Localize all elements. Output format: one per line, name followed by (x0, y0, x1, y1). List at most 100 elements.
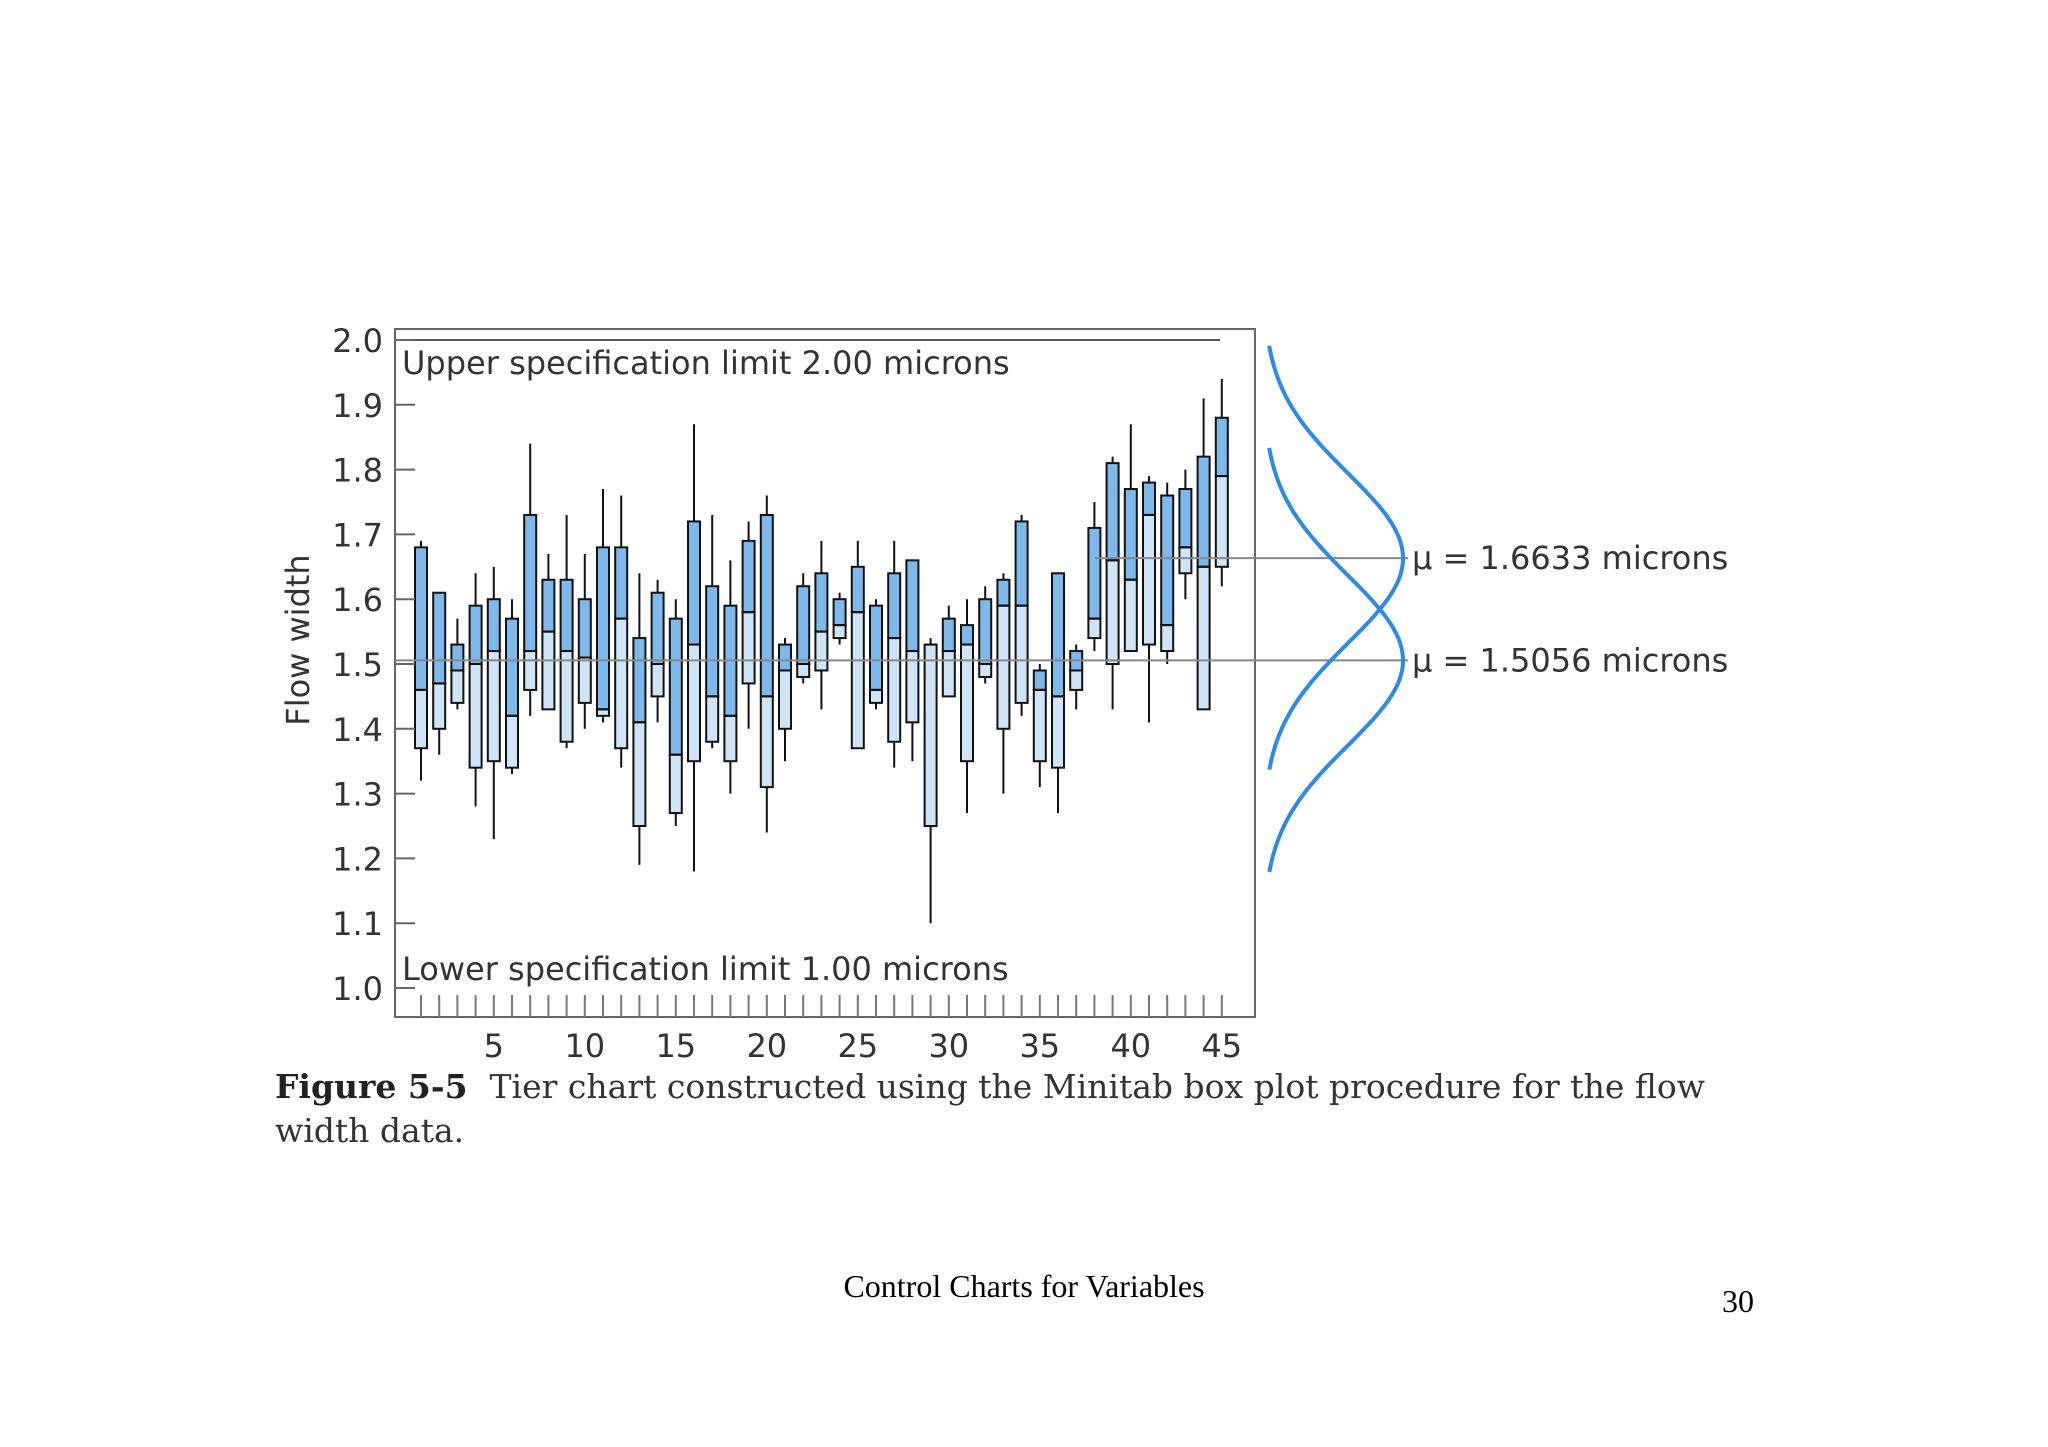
mean-lines: μ = 1.6633 microns μ = 1.5056 microns (395, 539, 1728, 679)
box-lower (741, 611, 756, 685)
box-sample-41 (1142, 476, 1156, 723)
box-lower (869, 688, 883, 704)
box-upper (1014, 520, 1029, 607)
box-lower (850, 611, 865, 750)
box-lower (505, 714, 519, 769)
box-sample-38 (1087, 502, 1102, 652)
box-lower (450, 669, 465, 704)
box-upper (468, 604, 483, 665)
box-lower (687, 643, 701, 763)
box-sample-20 (759, 495, 774, 833)
box-lower (1069, 669, 1084, 691)
box-sample-44 (1196, 398, 1211, 711)
box-sample-23 (814, 540, 829, 710)
box-sample-28 (905, 559, 920, 762)
box-sample-11 (596, 489, 610, 723)
x-tick-label: 35 (1019, 1027, 1060, 1065)
box-upper (1032, 669, 1047, 691)
box-sample-21 (778, 638, 792, 762)
y-axis: 1.0 1.1 1.2 1.3 1.4 1.5 1.6 1.7 1.8 1.9 2.0 (332, 322, 415, 1008)
distribution-curves (1267, 345, 1406, 873)
box-sample-7 (523, 443, 538, 716)
box-upper (632, 637, 647, 724)
box-upper (414, 546, 428, 691)
box-sample-31 (960, 599, 974, 814)
box-sample-10 (577, 553, 592, 729)
box-upper (668, 617, 683, 756)
x-tick-label: 45 (1201, 1027, 1242, 1065)
box-lower (1196, 565, 1211, 711)
box-upper (941, 617, 956, 653)
box-lower (705, 695, 720, 743)
box-lower (887, 637, 902, 743)
box-lower (759, 695, 774, 789)
box-lower (650, 663, 665, 698)
box-lower (559, 650, 574, 743)
box-upper (832, 598, 847, 627)
x-tick-label: 20 (746, 1027, 787, 1065)
box-lower (1105, 559, 1120, 666)
box-sample-22 (796, 573, 811, 684)
box-sample-35 (1032, 664, 1047, 788)
box-upper (778, 643, 792, 672)
box-upper (505, 617, 519, 717)
box-upper (596, 546, 610, 711)
page-number: 30 (1722, 1283, 1754, 1319)
box-upper (1178, 488, 1193, 549)
box-lower (632, 721, 647, 828)
box-upper (796, 585, 811, 665)
box-lower (1014, 604, 1029, 704)
box-sample-26 (869, 599, 883, 710)
box-upper (905, 559, 920, 653)
box-upper (741, 539, 756, 614)
box-lower (941, 650, 956, 698)
box-upper (1105, 462, 1120, 562)
box-sample-24 (832, 592, 847, 645)
box-upper (1160, 494, 1175, 627)
normal-curve (1267, 447, 1406, 873)
box-upper (1087, 526, 1102, 620)
box-sample-9 (559, 514, 574, 749)
box-upper (614, 546, 629, 620)
box-sample-40 (1123, 424, 1138, 653)
y-tick-label: 1.8 (332, 452, 383, 490)
box-lower (1087, 617, 1102, 640)
box-upper (996, 578, 1011, 607)
figure-caption: Figure 5-5 Tier chart constructed using t… (275, 1065, 1705, 1153)
box-sample-15 (668, 599, 683, 826)
footer-title: Control Charts for Variables (843, 1268, 1205, 1304)
box-sample-6 (505, 599, 519, 775)
box-lower (996, 604, 1011, 730)
box-lower (905, 650, 920, 724)
box-lower (1032, 688, 1047, 763)
mean-label: μ = 1.5056 microns (1412, 641, 1728, 679)
lower-spec-label: Lower specification limit 1.00 microns (402, 950, 1009, 988)
x-tick-label: 30 (928, 1027, 969, 1065)
box-sample-29 (923, 638, 938, 924)
box-sample-8 (541, 553, 556, 711)
box-upper (486, 598, 501, 653)
box-lower (978, 663, 993, 678)
y-tick-label: 1.0 (332, 970, 383, 1008)
box-lower (1178, 546, 1193, 575)
box-upper (1142, 481, 1156, 516)
box-plots (414, 378, 1229, 924)
box-lower (723, 714, 738, 763)
box-sample-32 (978, 586, 993, 684)
box-sample-4 (468, 573, 483, 807)
mean-label: μ = 1.6633 microns (1412, 539, 1728, 577)
box-sample-16 (687, 424, 701, 872)
box-upper (1123, 488, 1138, 581)
box-lower (814, 630, 829, 672)
y-tick-label: 1.1 (332, 905, 383, 943)
figure-label: Figure 5-5 (275, 1067, 468, 1106)
box-lower (523, 650, 538, 691)
box-sample-2 (432, 591, 447, 755)
box-lower (614, 617, 629, 750)
box-sample-25 (850, 540, 865, 750)
x-axis: 5 10 15 20 25 30 35 40 45 (420, 995, 1242, 1065)
box-sample-33 (996, 573, 1011, 794)
box-sample-39 (1105, 456, 1120, 710)
box-upper (687, 520, 701, 646)
